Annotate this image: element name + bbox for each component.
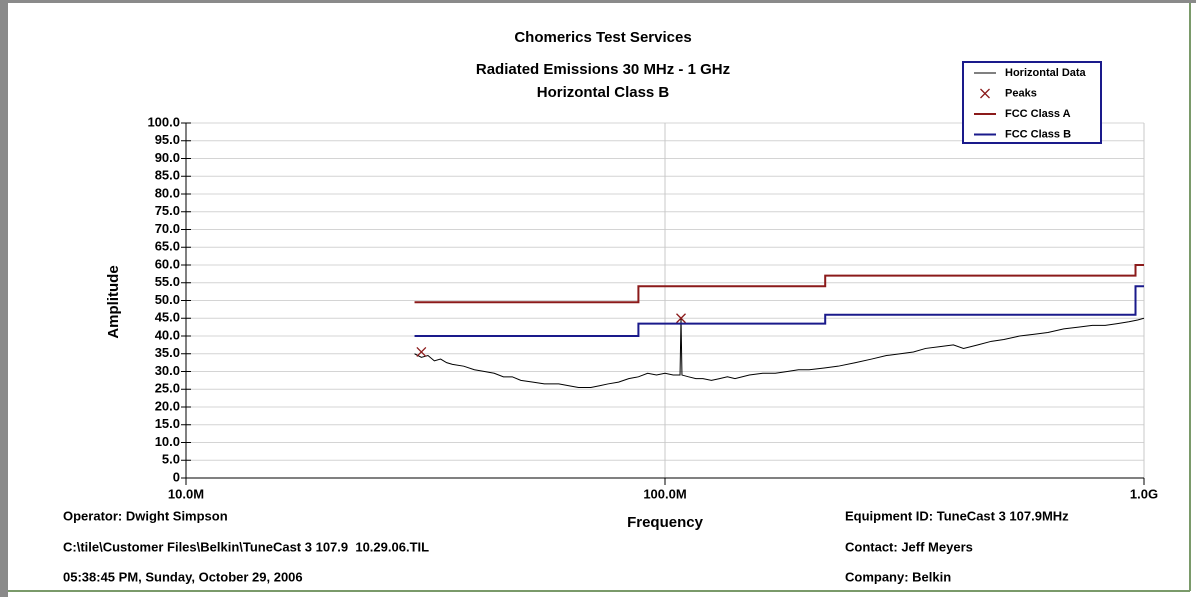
y-tick-label: 25.0 [155,381,180,396]
y-tick-label: 45.0 [155,310,180,325]
legend-label: FCC Class A [1005,108,1071,120]
footer-text: Contact: Jeff Meyers [845,539,973,554]
series-line [414,285,1144,337]
x-tick-label: 1.0G [1130,486,1158,501]
y-tick-label: 30.0 [155,363,180,378]
y-tick-label: 10.0 [155,434,180,449]
footer-text: 05:38:45 PM, Sunday, October 29, 2006 [63,569,303,584]
y-tick-label: 60.0 [155,256,180,271]
y-tick-label: 55.0 [155,274,180,289]
y-tick-label: 15.0 [155,416,180,431]
y-tick-label: 70.0 [155,221,180,236]
y-tick-label: 75.0 [155,203,180,218]
footer-text: C:\tile\Customer Files\Belkin\TuneCast 3… [63,539,429,554]
peak-marker [416,347,427,357]
footer-text: Equipment ID: TuneCast 3 107.9MHz [845,508,1069,523]
y-tick-label: 80.0 [155,185,180,200]
y-tick-label: 40.0 [155,327,180,342]
chart-subtitle: Horizontal Class B [537,84,670,101]
x-tick-label: 10.0M [168,486,204,501]
series-line [414,264,1144,304]
frame-left [0,0,8,597]
series-line [414,317,1145,388]
frame-top [0,0,1196,3]
y-tick-label: 85.0 [155,168,180,183]
y-tick-label: 35.0 [155,345,180,360]
legend-label: Horizontal Data [1005,67,1087,79]
peak-marker [676,313,686,324]
legend-swatch [980,88,990,99]
y-tick-label: 5.0 [162,452,180,467]
legend-box [962,61,1102,144]
y-tick-label: 50.0 [155,292,180,307]
x-axis-label: Frequency [627,514,704,531]
y-tick-label: 95.0 [155,132,180,147]
x-tick-label: 100.0M [643,486,686,501]
chart-title: Chomerics Test Services [514,29,691,46]
footer-text: Company: Belkin [845,569,951,584]
y-axis-label: Amplitude [105,265,122,338]
y-tick-label: 65.0 [155,239,180,254]
y-tick-label: 20.0 [155,398,180,413]
footer-text: Operator: Dwight Simpson [63,508,228,523]
legend-label: Peaks [1005,87,1037,99]
legend-label: FCC Class B [1005,128,1071,140]
chart-subtitle: Radiated Emissions 30 MHz - 1 GHz [476,61,730,78]
y-tick-label: 90.0 [155,150,180,165]
y-tick-label: 100.0 [147,114,180,129]
y-tick-label: 0 [173,469,180,484]
